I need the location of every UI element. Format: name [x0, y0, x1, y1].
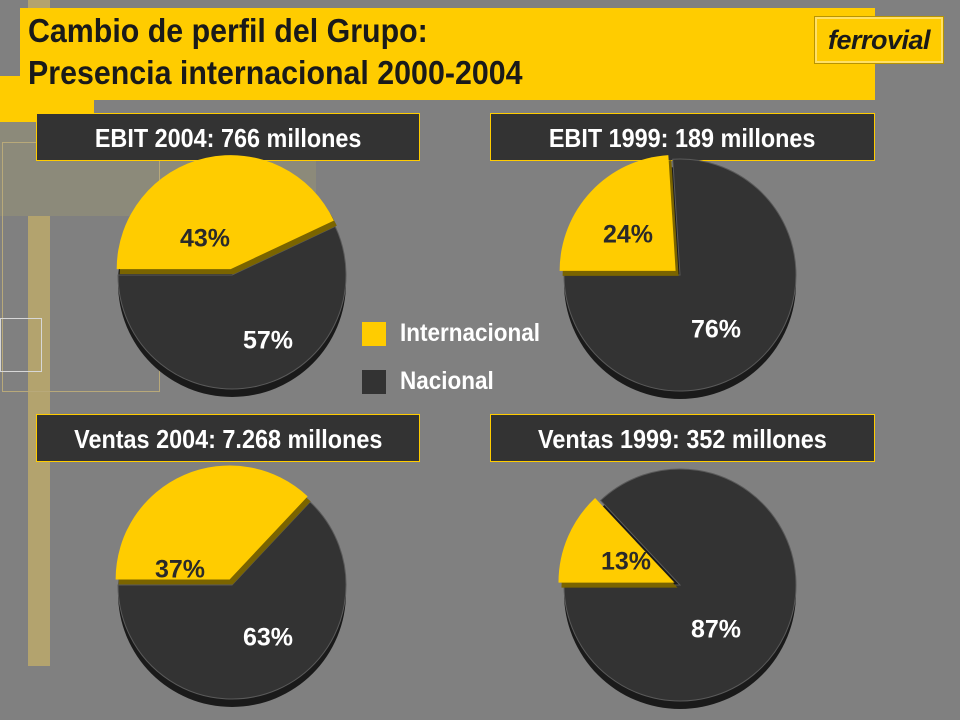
legend-label-nacional: Nacional — [400, 367, 494, 395]
pie-slice-nacional-ventas-2004 — [117, 501, 347, 700]
pie-slice-internacional-ventas-2004 — [115, 465, 308, 580]
pie-slice-internacional-ebit-1999 — [559, 155, 676, 271]
pie-label-nacional-ebit-1999: 76% — [691, 316, 741, 344]
bg-outline-frame-2 — [0, 318, 42, 372]
chart-header-ventas-2004: Ventas 2004: 7.268 millones — [36, 414, 420, 462]
chart-title-ebit-2004: EBIT 2004: 766 millones — [94, 123, 362, 153]
legend-label-internacional: Internacional — [400, 319, 541, 347]
pie-label-internacional-ebit-1999: 24% — [603, 221, 653, 249]
chart-title-ventas-1999: Ventas 1999: 352 millones — [538, 424, 827, 454]
chart-title-ventas-2004: Ventas 2004: 7.268 millones — [73, 424, 383, 454]
title-bar — [20, 8, 875, 100]
pie-slice-nacional-ebit-1999 — [563, 158, 797, 392]
page-title-line2: Presencia internacional 2000-2004 — [28, 54, 523, 91]
chart-header-ventas-1999: Ventas 1999: 352 millones — [490, 414, 875, 462]
legend-swatch-internacional — [362, 322, 386, 346]
logo-text: ferrovial — [827, 24, 931, 55]
pie-slice-internacional-ventas-1999 — [558, 498, 675, 583]
chart-title-ebit-1999: EBIT 1999: 189 millones — [549, 123, 816, 153]
pie-label-nacional-ventas-2004: 63% — [243, 624, 293, 652]
pie-label-internacional-ventas-1999: 13% — [601, 548, 651, 576]
ferrovial-logo: ferrovial — [814, 16, 944, 64]
pie-slice-internacional-ebit-2004 — [116, 155, 334, 270]
legend-swatch-nacional — [362, 370, 386, 394]
pie-label-internacional-ventas-2004: 37% — [155, 556, 205, 584]
pie-slice-nacional-ebit-2004 — [117, 225, 347, 390]
page-title: Cambio de perfil del Grupo: Presencia in… — [28, 10, 522, 94]
pie-label-internacional-ebit-2004: 43% — [180, 225, 230, 253]
pie-slice-nacional-ventas-1999 — [563, 468, 797, 702]
legend-item-internacional: Internacional — [362, 318, 582, 348]
legend-item-nacional: Nacional — [362, 366, 582, 396]
page-title-line1: Cambio de perfil del Grupo: — [28, 12, 428, 49]
pie-label-nacional-ventas-1999: 87% — [691, 616, 741, 644]
pie-label-nacional-ebit-2004: 57% — [243, 327, 293, 355]
